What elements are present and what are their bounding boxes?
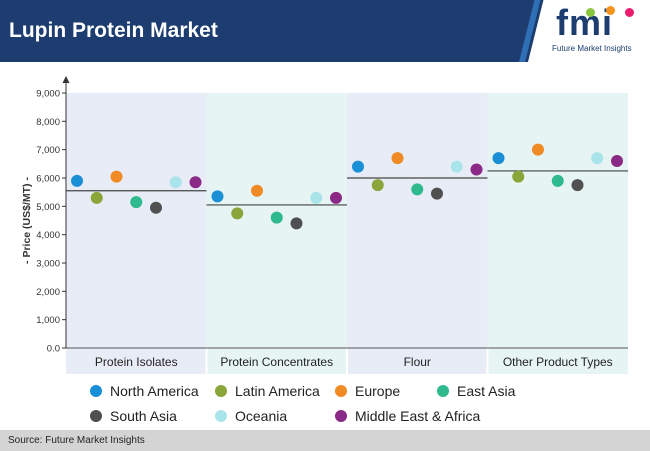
legend-marker-icon	[215, 410, 227, 422]
y-tick-label: 5,000	[36, 202, 60, 213]
legend-label: South Asia	[110, 408, 177, 424]
data-point	[90, 191, 103, 204]
logo-dot-icon	[606, 6, 615, 15]
y-tick-label: 8,000	[36, 117, 60, 128]
data-point	[431, 187, 443, 200]
legend-marker-icon	[90, 385, 102, 397]
data-point	[270, 211, 283, 224]
category-band	[66, 93, 207, 374]
data-point	[391, 152, 404, 165]
source-bar: Source: Future Market Insights	[0, 430, 650, 451]
data-point	[71, 174, 83, 187]
y-tick-label: 2,000	[36, 287, 60, 298]
data-point	[470, 163, 483, 176]
y-tick-label: 9,000	[36, 89, 60, 100]
data-point	[211, 190, 224, 203]
y-tick-label: 7,000	[36, 145, 60, 156]
legend-label: Europe	[355, 383, 401, 399]
x-category-label: Flour	[404, 355, 431, 369]
data-point	[611, 155, 623, 167]
y-tick-label: 0.0	[47, 344, 60, 355]
data-point	[512, 170, 525, 183]
y-axis-title: - Price (US$/MT) -	[21, 177, 33, 264]
fmi-logo: fmi	[556, 2, 613, 43]
price-chart: 0.0 1,000 2,000 3,000 4,000 5,000 6,000 7,000 8,…	[21, 76, 628, 374]
data-point	[571, 179, 584, 192]
data-point	[450, 160, 463, 173]
data-point	[231, 207, 244, 220]
data-point	[251, 184, 263, 197]
x-category-label: Protein Isolates	[95, 355, 178, 369]
legend-label: Middle East & Africa	[355, 408, 481, 424]
data-point	[352, 160, 364, 173]
data-point	[189, 176, 202, 189]
page-title: Lupin Protein Market	[9, 19, 218, 42]
x-category-label: Protein Concentrates	[220, 355, 333, 369]
legend-label: East Asia	[457, 383, 516, 399]
legend-marker-icon	[437, 385, 449, 397]
data-point	[150, 201, 162, 214]
legend-marker-icon	[335, 385, 347, 397]
y-tick-label: 4,000	[36, 230, 60, 241]
data-point	[492, 152, 505, 165]
legend-marker-icon	[90, 410, 102, 422]
y-tick-label: 3,000	[36, 259, 60, 270]
y-tick-label: 1,000	[36, 315, 60, 326]
logo-dot-icon	[625, 8, 634, 17]
data-point	[169, 176, 182, 189]
x-category-label: Other Product Types	[503, 355, 613, 369]
data-point	[551, 174, 564, 187]
category-band	[487, 93, 628, 374]
logo-dot-icon	[586, 8, 595, 17]
y-axis-arrow-icon	[62, 76, 70, 83]
data-point	[532, 143, 544, 156]
data-point	[130, 196, 143, 209]
category-band	[347, 93, 488, 374]
data-point	[330, 191, 342, 204]
source-text: Source: Future Market Insights	[8, 435, 145, 446]
legend-label: Oceania	[235, 408, 288, 424]
data-point	[290, 217, 303, 230]
logo-subtitle: Future Market Insights	[552, 44, 632, 53]
data-point	[411, 183, 424, 196]
data-point	[310, 191, 323, 204]
header-banner: Lupin Protein Market fmi Future Market I…	[0, 0, 650, 62]
y-tick-label: 6,000	[36, 174, 60, 185]
legend-marker-icon	[215, 385, 227, 397]
legend-label: Latin America	[235, 383, 320, 399]
data-point	[110, 170, 123, 183]
data-point	[371, 179, 384, 192]
legend-label: North America	[110, 383, 199, 399]
data-point	[591, 152, 604, 165]
legend-marker-icon	[335, 410, 347, 422]
category-band	[206, 93, 347, 374]
